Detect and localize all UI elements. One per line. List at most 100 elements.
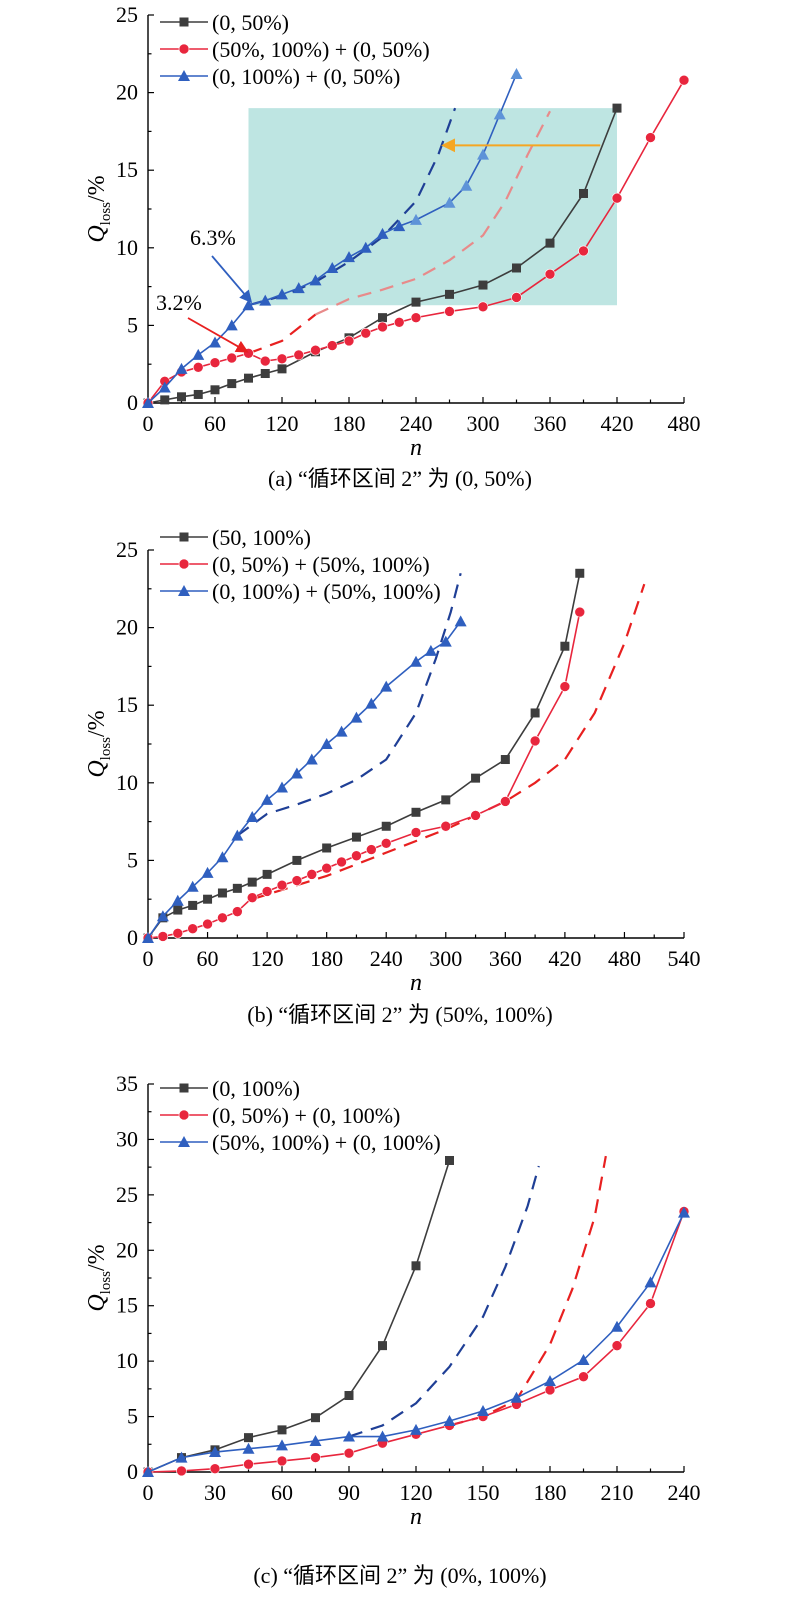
chart-a-series-0-point-12 bbox=[411, 297, 421, 307]
chart-b-series-2-point-15 bbox=[365, 697, 378, 709]
chart-b-series-1-point-12 bbox=[321, 862, 332, 874]
chart-b-series-1-point-15 bbox=[366, 844, 377, 855]
chart-a-y-axis-title-unit: /% bbox=[84, 175, 110, 202]
chart-c-series-1-point-12 bbox=[544, 1384, 556, 1396]
chart-b-series-1-point-19 bbox=[470, 810, 481, 821]
chart-b-series-2-point-10 bbox=[290, 767, 303, 779]
chart-b-series-0-point-6 bbox=[232, 883, 242, 893]
chart-b-series-0-point-13 bbox=[411, 807, 421, 817]
chart-c-series-line-0 bbox=[147, 1160, 451, 1473]
chart-a-series-1-point-3 bbox=[192, 362, 204, 373]
chart-c-series-1-point-5 bbox=[310, 1452, 321, 1463]
chart-a-series-1-point-20 bbox=[544, 268, 556, 280]
chart-c-series-2-point-0 bbox=[142, 1466, 154, 1477]
chart-c-legend-marker-1 bbox=[178, 1109, 190, 1121]
chart-a-legend-marker-0 bbox=[179, 17, 189, 27]
chart-b-y-tick-label-3: 15 bbox=[116, 692, 138, 717]
chart-c-legend-label-2: (50%, 100%) + (0, 100%) bbox=[212, 1130, 441, 1155]
chart-a-series-0-point-16 bbox=[545, 238, 555, 248]
chart-b-series-1-point-14 bbox=[351, 850, 362, 862]
chart-b-legend-marker-0 bbox=[179, 532, 189, 542]
chart-b-series-2-point-11 bbox=[305, 753, 318, 765]
chart-c-series-0-point-3 bbox=[244, 1433, 253, 1443]
chart-b-y-tick-label-4: 20 bbox=[116, 615, 138, 640]
chart-a-series-1-point-11 bbox=[326, 340, 338, 351]
chart-a-series-2-point-10 bbox=[309, 274, 322, 286]
chart-c-series-2-point-10 bbox=[477, 1405, 489, 1417]
chart-b-series-2-point-7 bbox=[246, 810, 259, 822]
chart-a-series-2-point-2 bbox=[175, 362, 188, 374]
chart-a-series-0-point-15 bbox=[512, 263, 521, 273]
chart-c-y-tick-label-0: 0 bbox=[127, 1459, 138, 1484]
chart-a-y-axis-title-main: Q bbox=[84, 225, 110, 242]
chart-a-series-1-point-10 bbox=[310, 344, 321, 356]
chart-a-series-1-point-17 bbox=[444, 306, 455, 317]
chart-a-series-2-point-4 bbox=[209, 336, 221, 348]
chart-b-series-2-point-9 bbox=[276, 781, 288, 793]
chart-c-series-1-point-14 bbox=[611, 1340, 623, 1351]
chart-a-legend-marker-1 bbox=[178, 43, 190, 55]
chart-b-y-tick-label-2: 10 bbox=[116, 770, 138, 795]
chart-c-y-tick-label-2: 10 bbox=[116, 1348, 138, 1373]
chart-a-x-tick-label-3: 180 bbox=[333, 411, 366, 436]
chart-c-series-2-point-9 bbox=[443, 1415, 456, 1427]
chart-a-series-2-point-21 bbox=[510, 67, 523, 79]
chart-a-shaded-band bbox=[248, 108, 617, 306]
chart-a-series-1-point-21 bbox=[578, 245, 589, 257]
chart-b-x-tick-label-6: 360 bbox=[489, 946, 522, 971]
chart-b-series-2-point-5 bbox=[216, 851, 229, 863]
chart-panel-c: 0 30 60 90 120 150 180 210 240 0 5 10 15 20 25 30 35 n Qlo… bbox=[84, 1071, 701, 1588]
chart-c-legend-marker-0 bbox=[179, 1083, 189, 1093]
chart-b-series-0-point-7 bbox=[247, 877, 257, 887]
chart-c-series-2-point-8 bbox=[410, 1423, 422, 1435]
chart-a-series-1-point-9 bbox=[293, 349, 305, 361]
chart-a-series-2-point-6 bbox=[242, 299, 255, 311]
chart-b-series-0-point-15 bbox=[471, 773, 481, 783]
chart-b-series-2-point-0 bbox=[142, 932, 154, 943]
chart-b-series-2-point-16 bbox=[380, 680, 393, 692]
chart-c-series-1-point-6 bbox=[343, 1447, 355, 1459]
chart-c-series-2-point-15 bbox=[644, 1276, 657, 1288]
chart-b-series-1-point-23 bbox=[574, 606, 586, 618]
chart-c-series-2-point-12 bbox=[544, 1375, 556, 1387]
chart-a-series-2-point-19 bbox=[477, 148, 489, 160]
chart-a-series-1-point-14 bbox=[377, 321, 388, 333]
chart-b-y-axis-title-sub: loss bbox=[98, 737, 114, 761]
chart-a-series-1-point-15 bbox=[393, 316, 405, 328]
chart-b-x-tick-label-7: 420 bbox=[548, 946, 581, 971]
chart-a-series-0-point-7 bbox=[260, 369, 270, 379]
chart-a-series-2-point-1 bbox=[158, 381, 171, 393]
chart-a-y-axis-title-sub: loss bbox=[98, 202, 114, 226]
chart-c-y-axis-title: Qloss/% bbox=[84, 1244, 114, 1311]
chart-b-series-1-point-16 bbox=[380, 838, 392, 849]
chart-c-x-tick-label-6: 180 bbox=[534, 1480, 567, 1505]
chart-c-y-axis-title-unit: /% bbox=[84, 1244, 110, 1271]
chart-b-dashed-curve-1 bbox=[251, 583, 646, 901]
chart-c-legend-label-0: (0, 100%) bbox=[212, 1076, 300, 1101]
chart-b-series-1-point-22 bbox=[559, 681, 571, 692]
chart-a-legend-label-0: (0, 50%) bbox=[212, 10, 289, 35]
chart-a-annotation-0-arrow bbox=[211, 255, 253, 304]
chart-a-series-1-point-22 bbox=[611, 192, 623, 204]
chart-b-series-2-point-20 bbox=[454, 615, 467, 627]
chart-a-series-2-point-13 bbox=[359, 241, 372, 253]
chart-b-series-1-point-11 bbox=[306, 869, 318, 880]
chart-a-x-tick-label-1: 60 bbox=[204, 411, 226, 436]
chart-b-series-0-point-10 bbox=[322, 843, 332, 853]
chart-b-series-line-0 bbox=[147, 573, 581, 939]
chart-a-y-tick-label-2: 10 bbox=[116, 235, 138, 260]
chart-b-series-0-point-14 bbox=[441, 795, 451, 805]
chart-a-y-tick-label-3: 15 bbox=[116, 157, 138, 182]
chart-a-series-0-point-11 bbox=[378, 313, 387, 323]
chart-a-series-1-point-7 bbox=[259, 355, 271, 367]
chart-c-series-2-point-11 bbox=[510, 1391, 523, 1403]
chart-c-y-tick-label-5: 25 bbox=[116, 1182, 138, 1207]
chart-b-legend-label-2: (0, 100%) + (50%, 100%) bbox=[212, 579, 441, 604]
chart-a-series-2-point-17 bbox=[443, 196, 456, 208]
chart-a-series-0-point-3 bbox=[193, 389, 203, 399]
chart-c-x-tick-label-7: 210 bbox=[601, 1480, 634, 1505]
chart-a-series-2-point-18 bbox=[460, 179, 473, 191]
chart-b-series-1-point-1 bbox=[157, 931, 169, 942]
chart-b-y-tick-label-0: 0 bbox=[127, 925, 138, 950]
chart-c-dashed-curve-0 bbox=[348, 1165, 540, 1438]
